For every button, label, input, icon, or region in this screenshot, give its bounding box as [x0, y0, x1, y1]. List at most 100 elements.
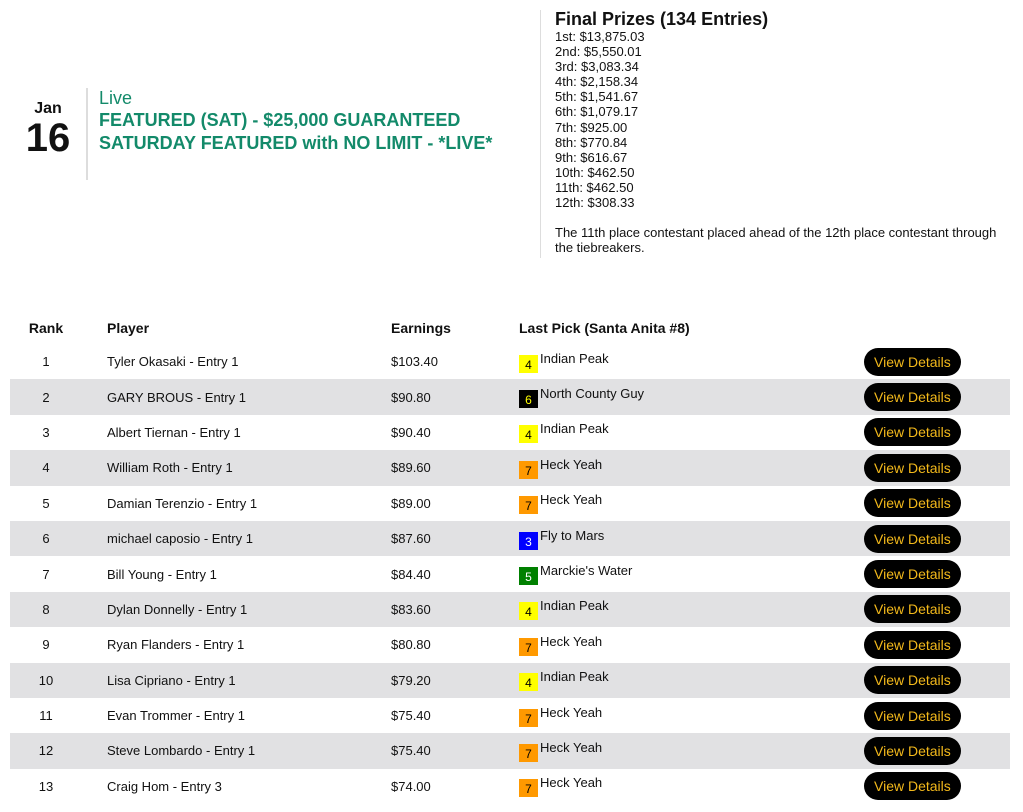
- tiebreak-note: The 11th place contestant placed ahead o…: [555, 225, 997, 256]
- view-details-button[interactable]: View Details: [864, 595, 961, 624]
- last-pick: 7 Heck Yeah: [519, 698, 864, 733]
- last-pick: 4 Indian Peak: [519, 592, 864, 627]
- last-pick: 7 Heck Yeah: [519, 450, 864, 485]
- prizes-panel: Final Prizes (134 Entries) 1st: $13,875.…: [555, 9, 1015, 255]
- last-pick: 7 Heck Yeah: [519, 733, 864, 768]
- header-last-pick: Last Pick (Santa Anita #8): [519, 320, 690, 336]
- saddle-number: 7: [519, 779, 538, 798]
- player-name: Albert Tiernan - Entry 1: [107, 424, 241, 440]
- horse-name: Heck Yeah: [540, 492, 603, 508]
- horse-name: Fly to Mars: [540, 527, 605, 543]
- last-pick: 4 Indian Peak: [519, 344, 864, 379]
- table-row: 7 Bill Young - Entry 1 $84.40 5 Marckie's…: [10, 556, 1010, 591]
- last-pick: 5 Marckie's Water: [519, 556, 864, 591]
- date-day: 16: [25, 116, 71, 160]
- rank: 10: [38, 672, 54, 688]
- rank: 4: [42, 460, 50, 476]
- saddle-number: 4: [519, 673, 538, 692]
- divider: [540, 10, 541, 258]
- horse-name: Heck Yeah: [540, 456, 603, 472]
- player-name: Evan Trommer - Entry 1: [107, 708, 245, 724]
- view-details-button[interactable]: View Details: [864, 453, 961, 482]
- view-details-button[interactable]: View Details: [864, 772, 961, 801]
- last-pick: 7 Heck Yeah: [519, 627, 864, 662]
- table-row: 8 Dylan Donnelly - Entry 1 $83.60 4 India…: [10, 591, 1010, 628]
- saddle-number: 4: [519, 354, 538, 373]
- horse-name: Indian Peak: [540, 421, 609, 437]
- prize-item: 10th: $462.50: [555, 164, 635, 180]
- header-earnings: Earnings: [391, 320, 451, 336]
- horse-name: Indian Peak: [540, 598, 609, 614]
- rank: 8: [42, 601, 50, 617]
- table-header: Rank Player Earnings Last Pick (Santa An…: [10, 312, 1010, 344]
- saddle-number: 4: [519, 425, 538, 444]
- header-rank: Rank: [28, 320, 64, 336]
- player-name: Ryan Flanders - Entry 1: [107, 637, 245, 653]
- table-row: 6 michael caposio - Entry 1 $87.60 3 Fly …: [10, 520, 1010, 557]
- prize-item: 11th: $462.50: [555, 179, 634, 195]
- prize-item: 12th: $308.33: [555, 195, 635, 211]
- divider: [86, 88, 88, 180]
- last-pick: 3 Fly to Mars: [519, 521, 864, 556]
- view-details-button[interactable]: View Details: [864, 418, 961, 447]
- player-name: Craig Hom - Entry 3: [107, 778, 222, 794]
- last-pick: 6 North County Guy: [519, 379, 864, 414]
- view-details-button[interactable]: View Details: [864, 383, 961, 412]
- prize-item: 2nd: $5,550.01: [555, 44, 642, 60]
- last-pick: 7 Heck Yeah: [519, 769, 864, 804]
- earnings: $89.00: [391, 495, 431, 511]
- prize-item: 7th: $925.00: [555, 119, 628, 135]
- table-row: 3 Albert Tiernan - Entry 1 $90.40 4 India…: [10, 415, 1010, 450]
- view-details-button[interactable]: View Details: [864, 630, 961, 659]
- earnings: $90.80: [391, 389, 431, 405]
- view-details-button[interactable]: View Details: [864, 560, 961, 589]
- saddle-number: 7: [519, 637, 538, 656]
- view-details-button[interactable]: View Details: [864, 701, 961, 730]
- player-name: Lisa Cipriano - Entry 1: [107, 672, 236, 688]
- last-pick: 4 Indian Peak: [519, 415, 864, 450]
- saddle-number: 6: [519, 390, 538, 409]
- rank: 6: [42, 531, 50, 547]
- view-details-button[interactable]: View Details: [864, 666, 961, 695]
- earnings: $80.80: [391, 637, 431, 653]
- player-name: GARY BROUS - Entry 1: [107, 389, 246, 405]
- view-details-button[interactable]: View Details: [864, 347, 961, 376]
- rank: 1: [42, 354, 50, 370]
- earnings: $87.60: [391, 531, 431, 547]
- rank: 3: [42, 424, 50, 440]
- earnings: $103.40: [391, 354, 438, 370]
- view-details-button[interactable]: View Details: [864, 524, 961, 553]
- table-row: 11 Evan Trommer - Entry 1 $75.40 7 Heck Y…: [10, 698, 1010, 733]
- saddle-number: 7: [519, 708, 538, 727]
- earnings: $79.20: [391, 672, 431, 688]
- prize-item: 8th: $770.84: [555, 134, 628, 150]
- prize-item: 9th: $616.67: [555, 149, 628, 165]
- earnings: $83.60: [391, 601, 431, 617]
- date-month: Jan: [34, 100, 62, 117]
- earnings: $75.40: [391, 743, 431, 759]
- contest-name: FEATURED (SAT) - $25,000 GUARANTEED SATU…: [99, 110, 493, 153]
- player-name: William Roth - Entry 1: [107, 460, 233, 476]
- view-details-button[interactable]: View Details: [864, 736, 961, 765]
- prize-item: 5th: $1,541.67: [555, 89, 639, 105]
- view-details-button[interactable]: View Details: [864, 489, 961, 518]
- horse-name: North County Guy: [540, 386, 645, 402]
- saddle-number: 7: [519, 743, 538, 762]
- contest-info: Live FEATURED (SAT) - $25,000 GUARANTEED…: [99, 88, 529, 155]
- table-row: 13 Craig Hom - Entry 3 $74.00 7 Heck Yeah…: [10, 769, 1010, 804]
- rank: 2: [42, 389, 50, 405]
- rank: 13: [38, 778, 54, 794]
- horse-name: Indian Peak: [540, 350, 609, 366]
- table-row: 2 GARY BROUS - Entry 1 $90.80 6 North Cou…: [10, 379, 1010, 415]
- leaderboard-table: Rank Player Earnings Last Pick (Santa An…: [10, 312, 1010, 804]
- rank: 7: [42, 566, 50, 582]
- earnings: $84.40: [391, 566, 431, 582]
- saddle-number: 7: [519, 496, 538, 515]
- table-row: 10 Lisa Cipriano - Entry 1 $79.20 4 India…: [10, 662, 1010, 698]
- contest-date: Jan 16: [22, 100, 74, 158]
- last-pick: 7 Heck Yeah: [519, 486, 864, 521]
- player-name: Dylan Donnelly - Entry 1: [107, 601, 248, 617]
- rank: 5: [42, 495, 50, 511]
- table-row: 4 William Roth - Entry 1 $89.60 7 Heck Ye…: [10, 450, 1010, 486]
- earnings: $74.00: [391, 778, 431, 794]
